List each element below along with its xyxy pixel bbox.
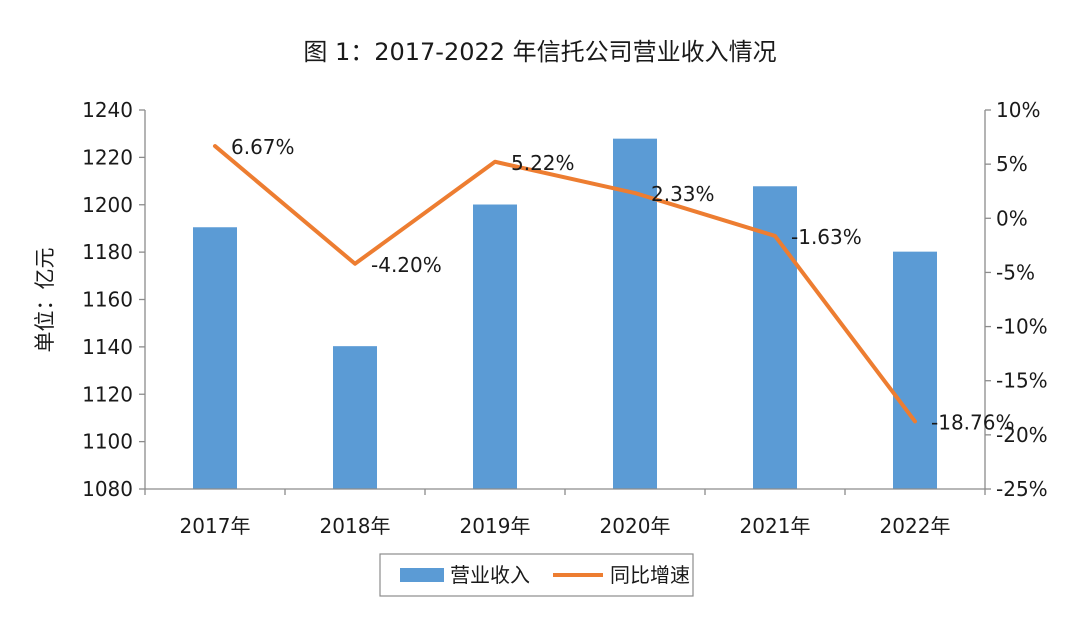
legend-label: 营业收入 <box>450 563 530 587</box>
bar <box>473 204 517 489</box>
x-tick-label: 2022年 <box>880 514 951 538</box>
bar <box>193 227 237 490</box>
x-tick-label: 2020年 <box>600 514 671 538</box>
y-tick-label: 1080 <box>82 477 133 501</box>
x-tick-label: 2021年 <box>740 514 811 538</box>
data-label: 6.67% <box>231 135 295 159</box>
y-tick-label: 1100 <box>82 430 133 454</box>
data-label: -18.76% <box>931 410 1014 434</box>
y-tick-label: 1200 <box>82 193 133 217</box>
chart-title: 图 1：2017-2022 年信托公司营业收入情况 <box>303 38 776 66</box>
y2-tick-label: -5% <box>996 260 1035 284</box>
y-tick-label: 1160 <box>82 288 133 312</box>
legend: 营业收入 同比增速 <box>379 553 694 597</box>
y2-tick-label: -10% <box>996 315 1048 339</box>
bar <box>333 346 377 489</box>
x-tick-label: 2018年 <box>320 514 391 538</box>
y-axis-label: 单位：亿元 <box>33 248 57 353</box>
legend-label: 同比增速 <box>610 563 690 587</box>
line-series: 6.67% -4.20% 5.22% 2.33% -1.63% -18.76% <box>213 135 1014 434</box>
legend-swatch-bar <box>400 568 444 582</box>
x-tick-label: 2017年 <box>180 514 251 538</box>
y-tick-label: 1240 <box>82 98 133 122</box>
y2-tick-label: -20% <box>996 423 1048 447</box>
growth-line <box>213 144 917 424</box>
axes: 1080 1100 1120 1140 1160 1180 1200 1220 1240 -25%… <box>82 98 1048 538</box>
data-label: 2.33% <box>651 182 715 206</box>
data-label: -4.20% <box>371 253 442 277</box>
data-label: -1.63% <box>791 225 862 249</box>
data-label: 5.22% <box>511 151 575 175</box>
y-tick-label: 1120 <box>82 382 133 406</box>
y-tick-label: 1140 <box>82 335 133 359</box>
y2-tick-label: 5% <box>996 152 1028 176</box>
bar <box>893 251 937 489</box>
y2-tick-label: -15% <box>996 369 1048 393</box>
x-tick-label: 2019年 <box>460 514 531 538</box>
bar-series <box>193 138 937 490</box>
y2-tick-label: -25% <box>996 477 1048 501</box>
y-tick-label: 1180 <box>82 240 133 264</box>
y-tick-label: 1220 <box>82 145 133 169</box>
y2-tick-label: 0% <box>996 206 1028 230</box>
y2-tick-label: 10% <box>996 98 1040 122</box>
